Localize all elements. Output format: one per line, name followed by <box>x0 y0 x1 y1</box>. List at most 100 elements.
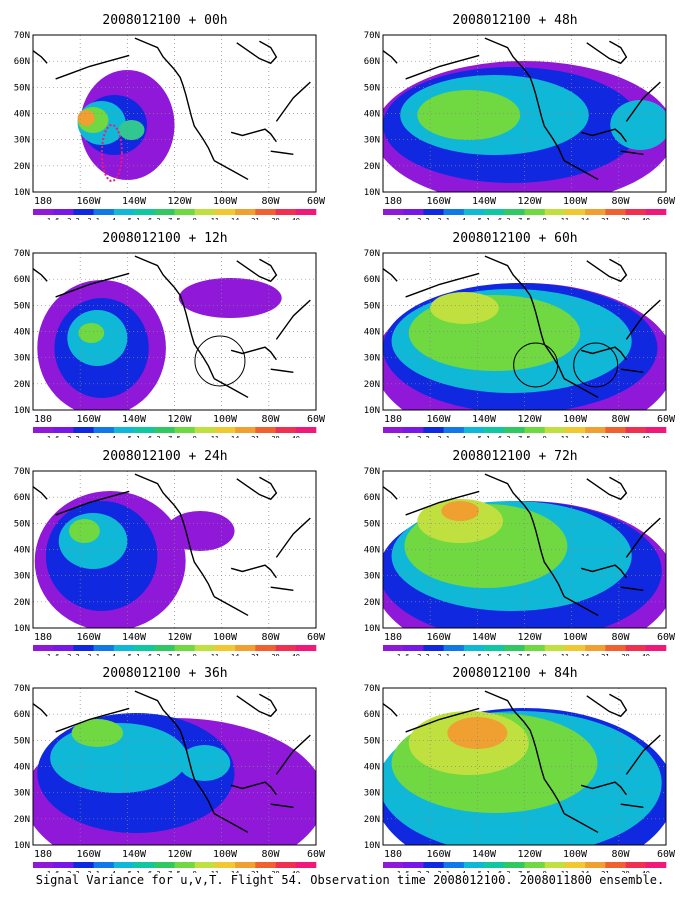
lon-tick-label: 160W <box>426 196 451 207</box>
legend-swatch <box>73 862 94 868</box>
coastline <box>275 299 311 340</box>
legend-value-label: 21 <box>251 870 259 873</box>
legend-value-label: 5.1 <box>478 217 491 220</box>
legend-swatch <box>154 862 175 868</box>
lat-tick-label: 60N <box>364 710 380 720</box>
coastline <box>275 81 311 122</box>
lon-tick-label: 180 <box>384 632 402 643</box>
legend-swatch <box>625 862 647 868</box>
coastline <box>236 693 278 718</box>
legend-swatch <box>564 645 586 651</box>
legend-swatch <box>235 427 256 433</box>
lon-tick-label: 100W <box>563 849 588 860</box>
lat-tick-label: 30N <box>364 789 380 799</box>
legend-value-label: 7.5 <box>168 653 181 656</box>
legend-value-label: 14 <box>581 435 589 438</box>
legend-value-label: 9 <box>193 653 197 656</box>
panel-title: 2008012100 + 48h <box>452 13 578 28</box>
legend-swatch <box>174 209 196 215</box>
legend-swatch <box>585 427 606 433</box>
legend-swatch <box>645 427 667 433</box>
panel-title: 2008012100 + 36h <box>102 666 228 681</box>
legend-swatch <box>214 862 236 868</box>
legend-value-label: 29 <box>621 217 629 220</box>
lon-tick-label: 80W <box>261 849 280 860</box>
figure-caption: Signal Variance for u,v,T. Flight 54. Ob… <box>35 873 665 887</box>
lat-tick-label: 10N <box>14 624 30 634</box>
legend-swatch <box>484 209 505 215</box>
lat-tick-label: 60N <box>14 275 30 285</box>
legend-value-label: 14 <box>231 217 239 220</box>
legend-value-label: 11 <box>561 217 569 220</box>
legend-swatch <box>423 209 444 215</box>
legend-value-label: 7.5 <box>168 217 181 220</box>
lon-tick-label: 160W <box>76 196 101 207</box>
lon-tick-label: 140W <box>472 414 497 425</box>
panel-title: 2008012100 + 60h <box>452 231 578 246</box>
legend-value-label: 1.6 <box>47 870 60 873</box>
legend-value-label: 4 <box>462 653 466 656</box>
lat-tick-label: 60N <box>364 275 380 285</box>
coastline <box>270 150 294 156</box>
legend-value-label: 2.2 <box>417 435 430 438</box>
coastline <box>230 128 277 143</box>
legend-swatch <box>134 645 155 651</box>
legend-swatch <box>504 862 525 868</box>
legend-value-label: 11 <box>211 653 219 656</box>
legend-value-label: 11 <box>561 870 569 873</box>
legend-value-label: 4 <box>112 653 116 656</box>
lat-tick-label: 50N <box>364 301 380 311</box>
panel-title: 2008012100 + 72h <box>452 449 578 464</box>
lon-tick-label: 180 <box>384 196 402 207</box>
lon-tick-label: 80W <box>611 196 630 207</box>
legend-value-label: 2.2 <box>417 653 430 656</box>
legend-swatch <box>154 645 175 651</box>
legend-swatch <box>544 645 566 651</box>
lat-tick-label: 70N <box>364 467 380 477</box>
contour-map: 70N 60N 50N 40N 30N 20N 10N 180 160W 140W 120W 100W… <box>364 467 676 656</box>
legend-swatch <box>585 862 606 868</box>
legend-swatch <box>585 645 606 651</box>
lon-tick-label: 180 <box>384 849 402 860</box>
lon-tick-label: 120W <box>167 849 192 860</box>
legend-swatch <box>174 427 196 433</box>
lat-tick-label: 20N <box>14 598 30 608</box>
legend-swatch <box>484 645 505 651</box>
legend-value-label: 11 <box>211 870 219 873</box>
variance-contour <box>417 90 521 140</box>
legend-swatch <box>255 862 276 868</box>
legend-value-label: 6.3 <box>498 217 511 220</box>
lon-tick-label: 140W <box>472 849 497 860</box>
legend-value-label: 9 <box>193 217 197 220</box>
lon-tick-label: 120W <box>517 414 542 425</box>
lon-tick-label: 120W <box>517 632 542 643</box>
lat-tick-label: 30N <box>364 572 380 582</box>
lat-tick-label: 50N <box>364 736 380 746</box>
legend-swatch <box>524 427 546 433</box>
legend-swatch <box>113 209 135 215</box>
lon-tick-label: 120W <box>517 849 542 860</box>
lon-tick-label: 180 <box>34 196 52 207</box>
legend-value-label: 29 <box>271 870 279 873</box>
coastline <box>484 37 565 161</box>
legend-swatch <box>645 209 667 215</box>
target-circle <box>194 335 246 387</box>
lat-tick-label: 60N <box>14 710 30 720</box>
lat-tick-label: 20N <box>14 162 30 172</box>
legend-swatch <box>295 209 317 215</box>
legend-value-label: 2.2 <box>417 870 430 873</box>
coastline <box>236 258 278 283</box>
legend-swatch <box>194 862 216 868</box>
coastline <box>213 377 249 399</box>
legend-swatch <box>93 645 115 651</box>
legend-swatch <box>504 427 525 433</box>
lon-tick-label: 180 <box>34 632 52 643</box>
variance-contour <box>78 323 105 343</box>
legend-swatch <box>275 645 297 651</box>
coastline <box>620 368 644 374</box>
legend-swatch <box>423 645 444 651</box>
legend-value-label: 6.3 <box>148 653 161 656</box>
legend-value-label: 9 <box>543 435 547 438</box>
coastline <box>270 803 294 809</box>
lat-tick-label: 20N <box>14 380 30 390</box>
